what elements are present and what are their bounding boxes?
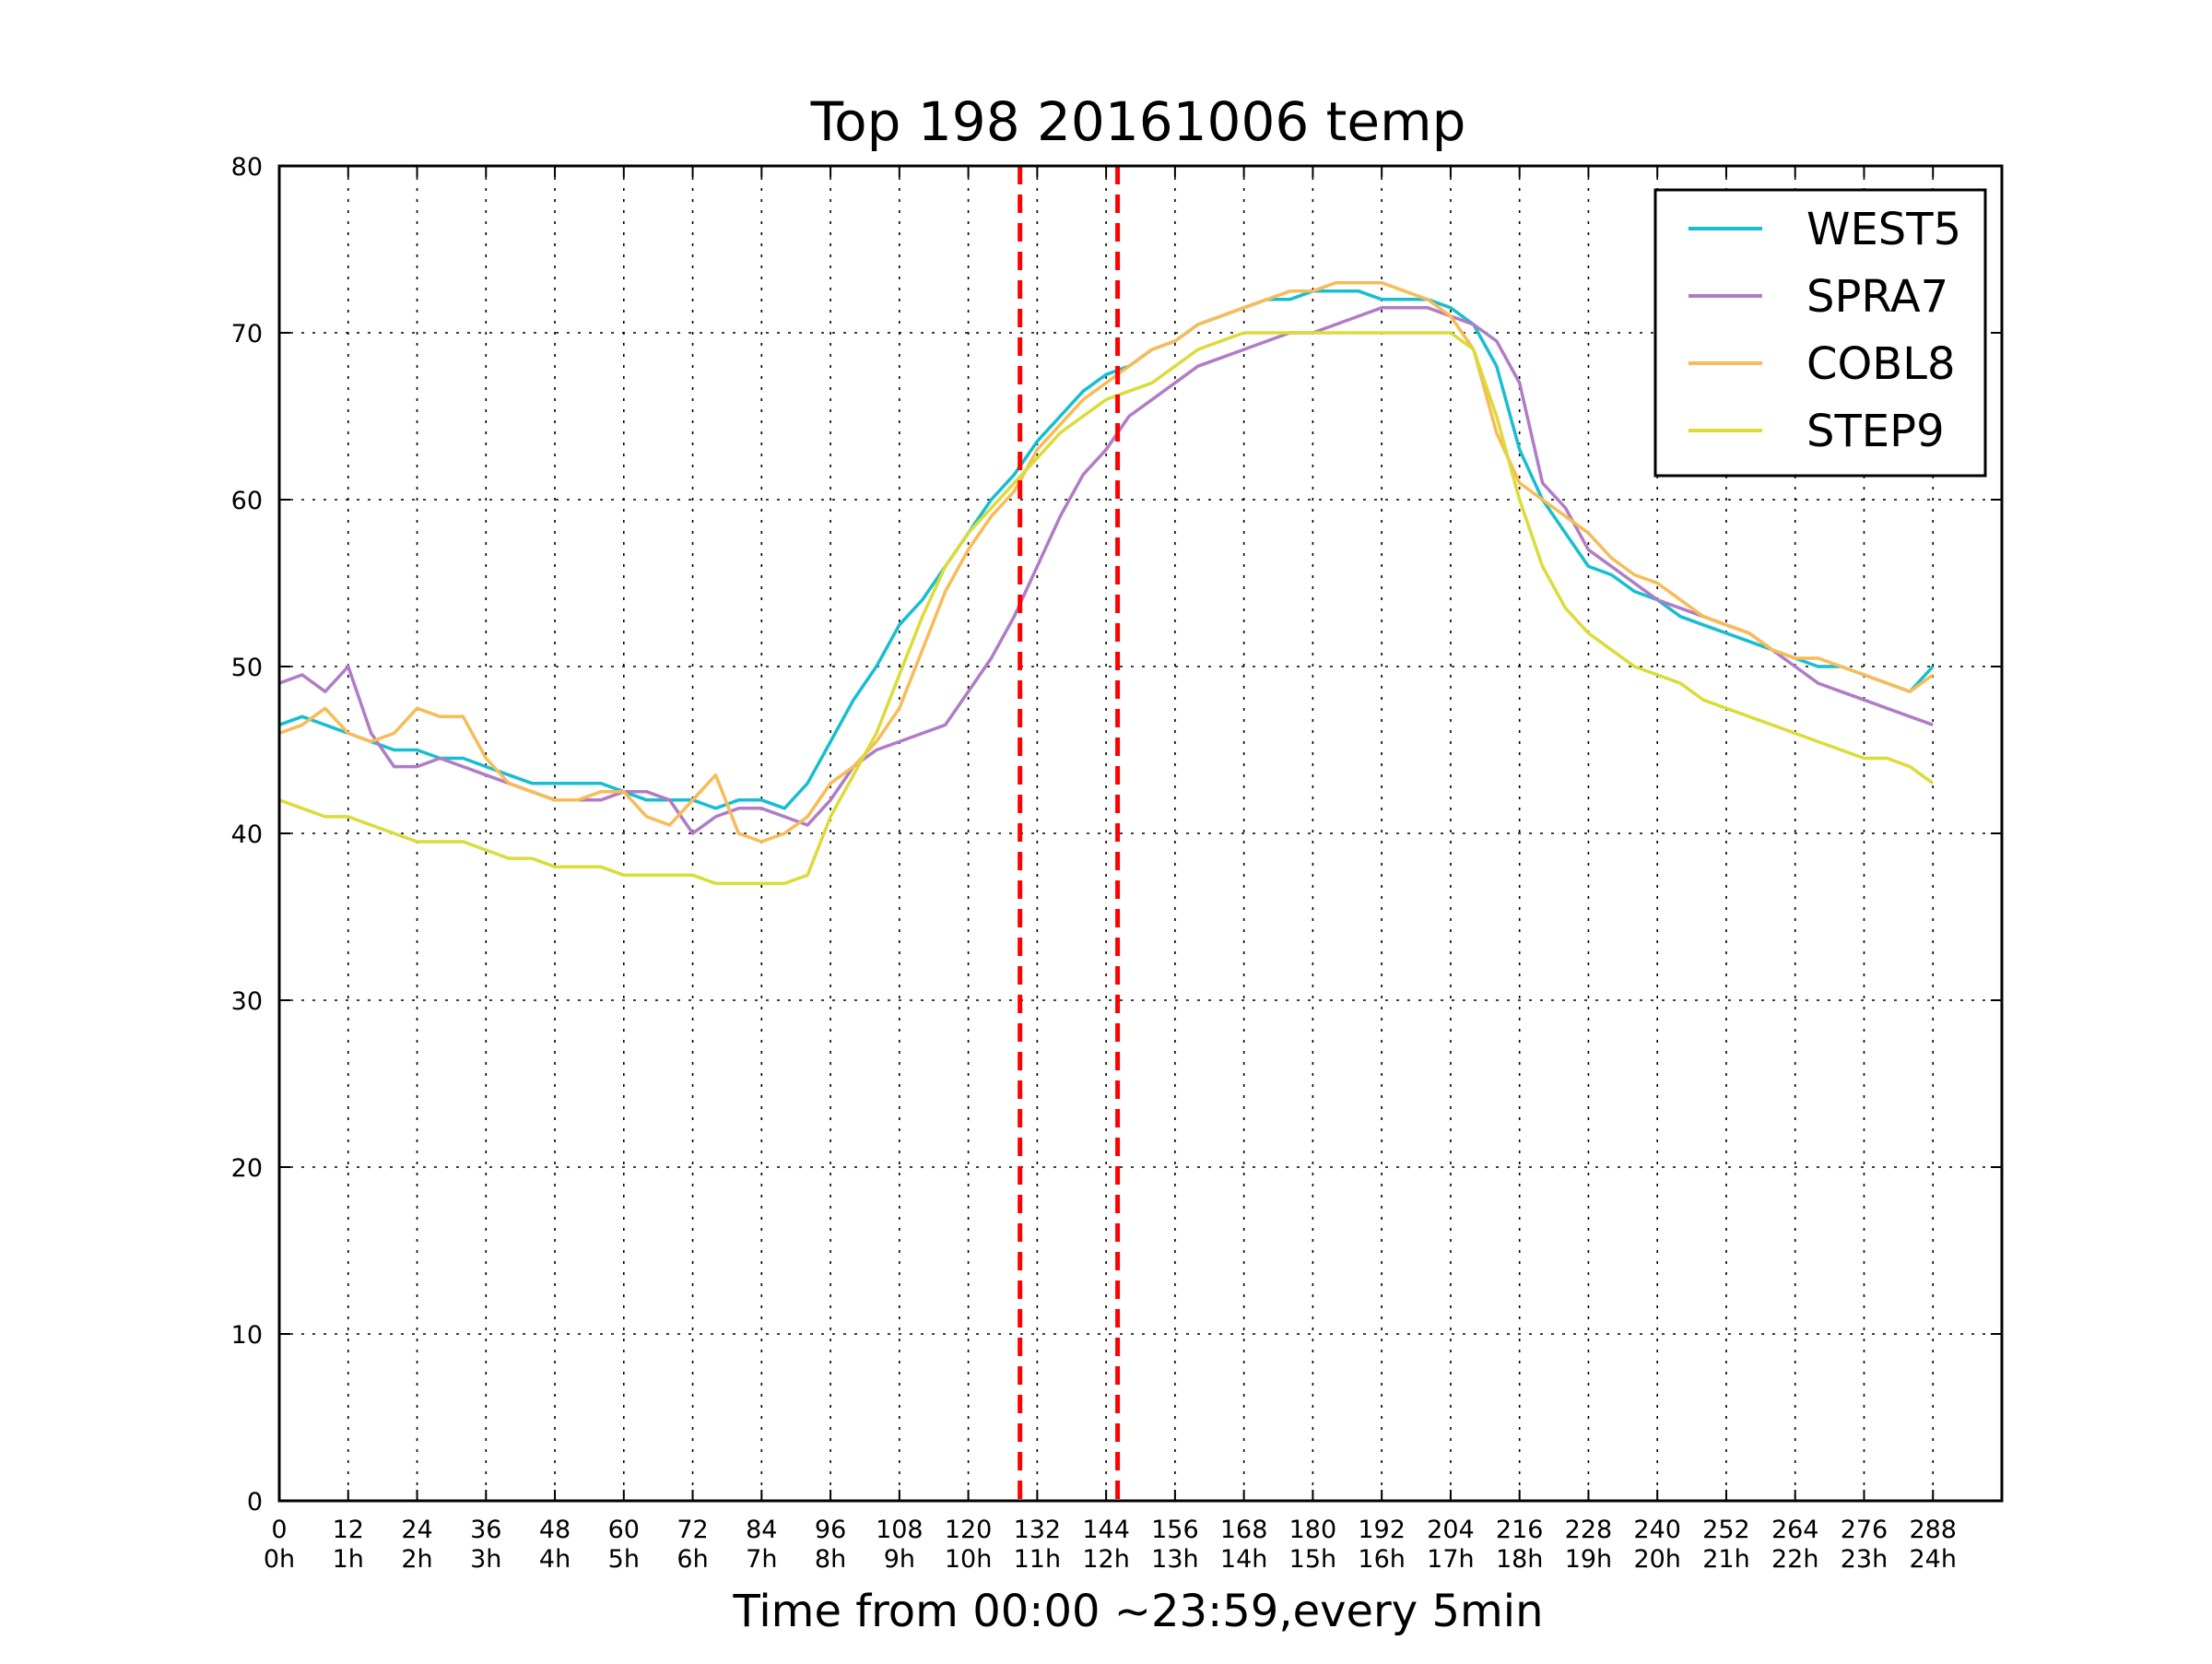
x-axis-label: Time from 00:00 ~23:59,every 5min — [733, 1586, 1544, 1637]
x-tick-label-hour: 1h — [333, 1545, 364, 1574]
x-tick-label: 96 — [815, 1516, 846, 1544]
x-tick-label-hour: 7h — [746, 1545, 777, 1574]
x-tick-label: 144 — [1082, 1516, 1130, 1544]
x-tick-label: 108 — [876, 1516, 924, 1544]
x-tick-label: 12 — [333, 1516, 364, 1544]
chart-title: Top 198 20161006 temp — [810, 90, 1466, 153]
x-tick-label: 120 — [945, 1516, 993, 1544]
series-line-step9 — [278, 331, 1935, 886]
x-tick-label: 60 — [608, 1516, 640, 1544]
x-tick-label-hour: 4h — [539, 1545, 571, 1574]
legend-label-step9: STEP9 — [1806, 406, 1945, 457]
x-tick-label-hour: 10h — [945, 1545, 992, 1574]
x-tick-label: 204 — [1427, 1516, 1475, 1544]
x-tick-label: 84 — [746, 1516, 777, 1544]
y-tick-label: 80 — [231, 153, 263, 182]
x-tick-label-hour: 20h — [1633, 1545, 1680, 1574]
x-tick-label: 276 — [1841, 1516, 1888, 1544]
x-tick-label-hour: 18h — [1496, 1545, 1543, 1574]
x-tick-label-hour: 11h — [1014, 1545, 1061, 1574]
legend-label-cobl8: COBL8 — [1806, 338, 1956, 390]
legend-label-west5: WEST5 — [1806, 204, 1961, 255]
series-lines — [278, 280, 1935, 886]
x-tick-label-hour: 0h — [264, 1545, 295, 1574]
x-tick-label: 132 — [1014, 1516, 1062, 1544]
x-tick-label: 228 — [1565, 1516, 1613, 1544]
x-tick-label-hour: 22h — [1771, 1545, 1818, 1574]
x-tick-label: 216 — [1496, 1516, 1544, 1544]
x-tick-label: 264 — [1771, 1516, 1819, 1544]
x-tick-label: 24 — [401, 1516, 432, 1544]
x-tick-label-hour: 16h — [1358, 1545, 1405, 1574]
x-tick-label: 48 — [539, 1516, 571, 1544]
y-tick-label: 10 — [231, 1321, 263, 1350]
x-tick-label-hour: 13h — [1151, 1545, 1198, 1574]
series-line-cobl8 — [278, 280, 1935, 844]
y-tick-label: 30 — [231, 987, 263, 1016]
y-tick-label: 0 — [247, 1488, 263, 1516]
x-tick-label: 0 — [271, 1516, 287, 1544]
x-tick-label: 168 — [1220, 1516, 1268, 1544]
x-tick-label-hour: 8h — [815, 1545, 846, 1574]
x-tick-label-hour: 15h — [1289, 1545, 1336, 1574]
y-tick-label: 50 — [231, 654, 263, 682]
x-tick-label: 192 — [1358, 1516, 1406, 1544]
x-tick-label: 156 — [1151, 1516, 1199, 1544]
x-tick-label-hour: 14h — [1220, 1545, 1267, 1574]
y-tick-label: 60 — [231, 487, 263, 515]
x-tick-label: 180 — [1289, 1516, 1337, 1544]
y-tick-label: 70 — [231, 320, 263, 348]
x-tick-label-hour: 5h — [608, 1545, 640, 1574]
y-tick-label: 40 — [231, 820, 263, 849]
x-tick-label-hour: 12h — [1082, 1545, 1129, 1574]
legend: WEST5 SPRA7 COBL8 STEP9 — [1653, 188, 1987, 478]
x-tick-label-hour: 2h — [401, 1545, 432, 1574]
x-tick-label: 240 — [1633, 1516, 1681, 1544]
x-tick-label-hour: 3h — [470, 1545, 501, 1574]
legend-box — [1653, 188, 1987, 478]
x-tick-label-hour: 23h — [1841, 1545, 1888, 1574]
x-tick-label: 36 — [470, 1516, 501, 1544]
x-tick-label-hour: 24h — [1910, 1545, 1957, 1574]
x-tick-label: 72 — [677, 1516, 708, 1544]
axis-ticks: 00h121h242h363h484h605h726h847h968h1089h… — [231, 153, 2002, 1574]
x-tick-label: 252 — [1702, 1516, 1750, 1544]
x-tick-label-hour: 19h — [1565, 1545, 1612, 1574]
x-tick-label-hour: 21h — [1702, 1545, 1749, 1574]
x-tick-label-hour: 17h — [1427, 1545, 1474, 1574]
y-tick-label: 20 — [231, 1154, 263, 1183]
x-tick-label: 288 — [1909, 1516, 1957, 1544]
x-tick-label-hour: 9h — [884, 1545, 915, 1574]
vertical-markers — [1018, 166, 1121, 1501]
legend-label-spra7: SPRA7 — [1806, 271, 1948, 323]
x-tick-label-hour: 6h — [677, 1545, 708, 1574]
